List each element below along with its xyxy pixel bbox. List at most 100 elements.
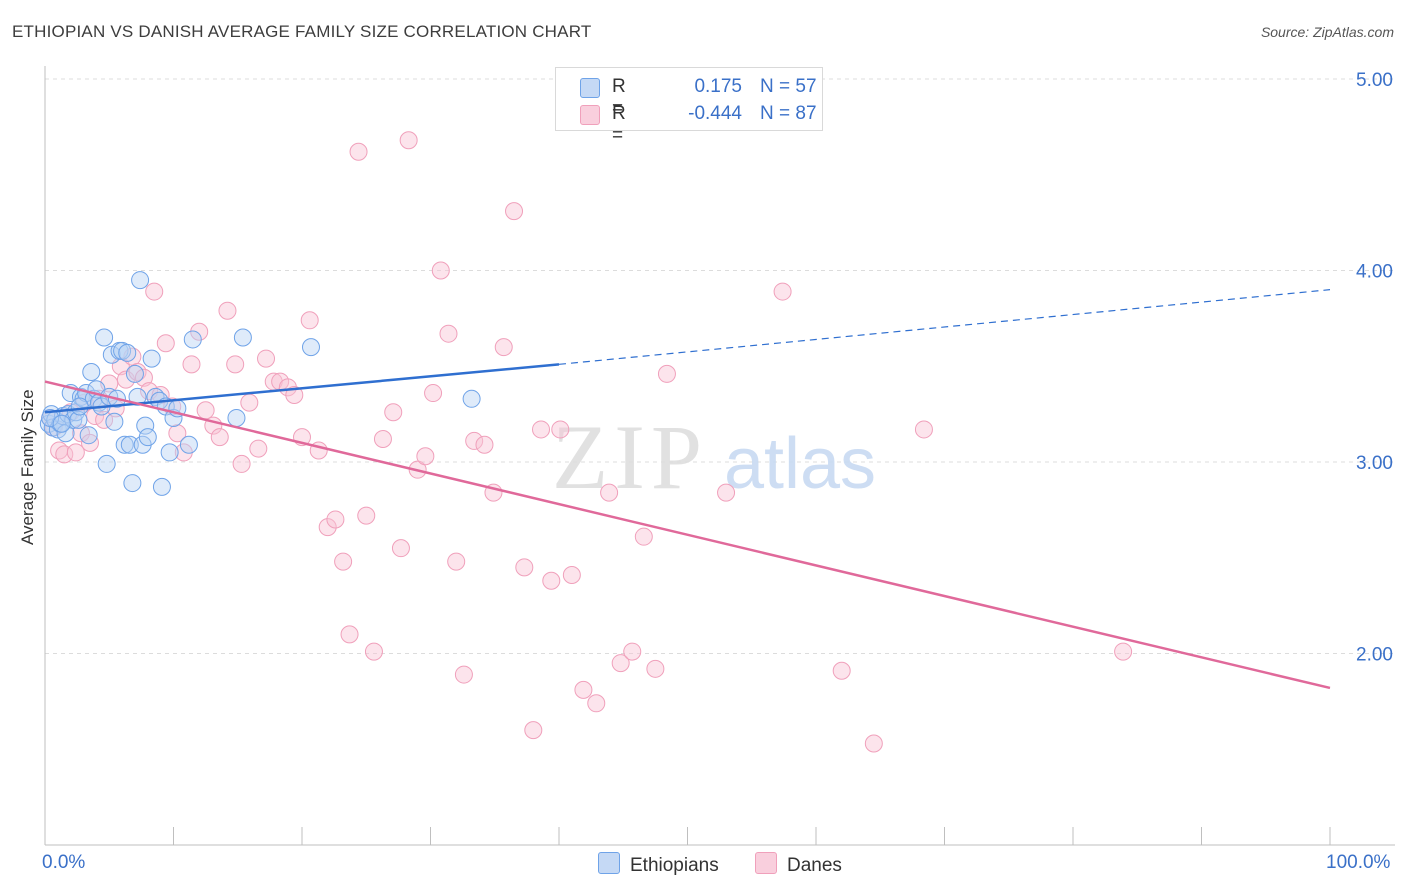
data-point	[340, 625, 359, 644]
watermark-zip: ZIP	[552, 406, 708, 508]
data-point	[145, 282, 164, 301]
data-point	[832, 661, 851, 680]
data-point	[373, 430, 392, 449]
data-point	[71, 424, 90, 443]
n-label: N = 57	[760, 76, 817, 97]
data-point	[349, 142, 368, 161]
y-tick-label: 2.00	[1356, 645, 1393, 666]
y-tick-label: 5.00	[1356, 70, 1393, 91]
data-point	[190, 322, 209, 341]
y-tick-labels: 2.00 3.00 4.00 5.00	[1356, 70, 1393, 666]
data-point	[227, 408, 246, 427]
data-point	[864, 734, 883, 753]
data-point	[136, 416, 155, 435]
legend-item-ethiopians: Ethiopians	[598, 852, 719, 877]
data-point	[318, 518, 337, 537]
data-point	[657, 364, 676, 383]
data-point	[505, 202, 524, 221]
data-point	[416, 447, 435, 466]
watermark-atlas: atlas	[724, 424, 876, 504]
data-point	[226, 355, 245, 374]
data-point	[52, 414, 71, 433]
data-point	[278, 378, 297, 397]
data-point	[56, 424, 75, 443]
y-tick-label: 4.00	[1356, 262, 1393, 283]
data-point	[118, 343, 137, 362]
data-point	[257, 349, 276, 368]
danes-points	[41, 131, 1133, 753]
x-tick-max: 100.0%	[1326, 852, 1391, 873]
grid-lines	[45, 78, 1395, 654]
data-point	[439, 324, 458, 343]
data-point	[95, 328, 114, 347]
data-point	[357, 506, 376, 525]
data-point	[285, 385, 304, 404]
data-point	[326, 510, 345, 529]
data-point	[300, 311, 319, 330]
danes-trend-line	[44, 380, 1331, 690]
r-label: R =	[612, 76, 626, 119]
watermark: ZIP atlas	[552, 406, 876, 508]
data-point	[123, 474, 142, 493]
data-point	[240, 393, 259, 412]
x-tick-min: 0.0%	[42, 852, 86, 873]
data-point	[431, 261, 450, 280]
data-point	[160, 443, 179, 462]
ethiopians-trend-extension	[558, 289, 1331, 365]
legend-label-ethiopians: Ethiopians	[630, 855, 719, 876]
data-point	[134, 368, 153, 387]
danes-legend-swatch	[755, 852, 777, 874]
data-point	[138, 428, 157, 447]
data-point	[80, 433, 99, 452]
data-point	[717, 483, 736, 502]
data-point	[183, 330, 202, 349]
data-point	[524, 721, 543, 740]
data-point	[196, 401, 215, 420]
data-point	[515, 558, 534, 577]
data-point	[79, 426, 98, 445]
trend-lines	[44, 289, 1331, 690]
data-point	[623, 642, 642, 661]
data-point	[120, 435, 139, 454]
data-point	[301, 338, 320, 357]
danes-swatch	[580, 105, 600, 125]
data-point	[384, 403, 403, 422]
data-point	[600, 483, 619, 502]
data-point	[391, 539, 410, 558]
ethiopians-legend-swatch	[598, 852, 620, 874]
data-point	[1114, 642, 1133, 661]
source-label: Source: ZipAtlas.com	[1260, 24, 1394, 40]
legend-label-danes: Danes	[787, 855, 842, 876]
data-point	[462, 389, 481, 408]
data-point	[562, 565, 581, 584]
data-point	[475, 435, 494, 454]
data-point	[454, 665, 473, 684]
data-point	[182, 355, 201, 374]
data-point	[70, 397, 89, 416]
y-axis-label: Average Family Size	[18, 389, 37, 545]
r-value: -0.444	[688, 103, 742, 124]
data-point	[914, 420, 933, 439]
data-point	[152, 477, 171, 496]
data-point	[773, 282, 792, 301]
y-tick-label: 3.00	[1356, 453, 1393, 474]
data-point	[82, 362, 101, 381]
data-point	[424, 384, 443, 403]
r-value: 0.175	[694, 76, 742, 97]
data-point	[611, 654, 630, 673]
data-point	[634, 527, 653, 546]
data-point	[249, 439, 268, 458]
ethiopians-swatch	[580, 78, 600, 98]
data-point	[55, 445, 74, 464]
data-point	[334, 552, 353, 571]
data-point	[587, 694, 606, 713]
data-point	[465, 431, 484, 450]
data-point	[142, 349, 161, 368]
n-label: N = 87	[760, 103, 817, 124]
ethiopians-points	[39, 271, 481, 496]
data-point	[542, 571, 561, 590]
data-point	[128, 387, 147, 406]
r-label: R =	[612, 103, 626, 146]
data-point	[210, 428, 229, 447]
